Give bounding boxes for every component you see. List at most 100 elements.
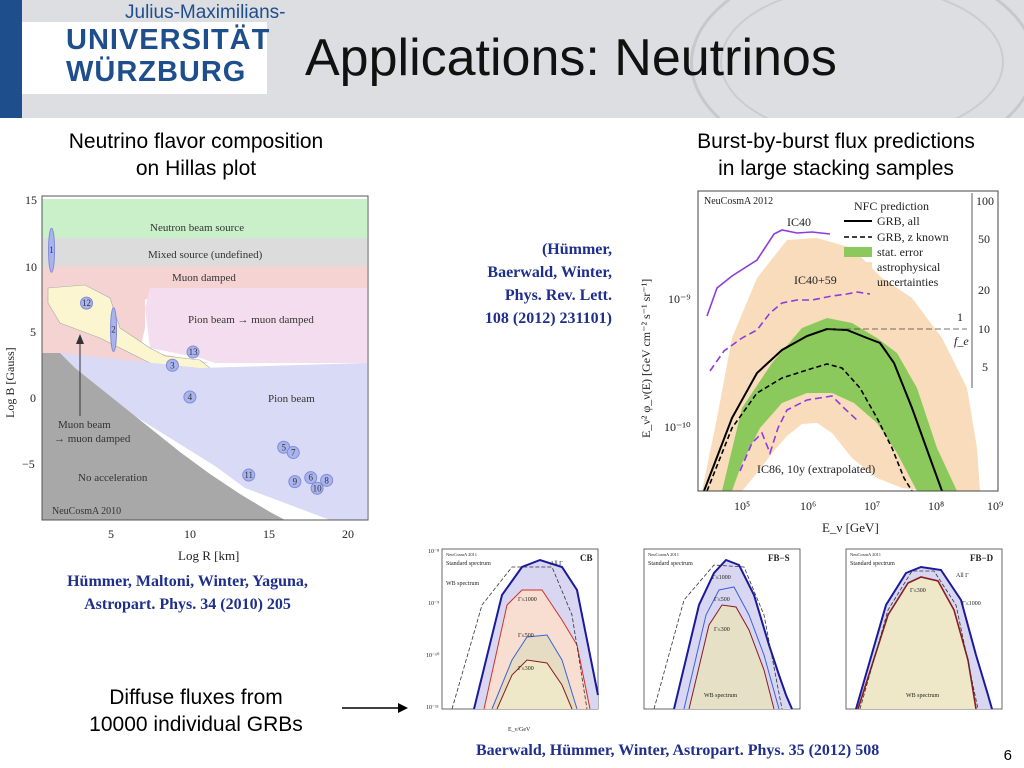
hillas-marker-label-3: 3 bbox=[170, 360, 175, 370]
right-axis-sub: f_e bbox=[954, 334, 969, 348]
panel-cb-l2: Γ≤1000 bbox=[518, 597, 537, 603]
label-muon-beam: Muon beam bbox=[58, 419, 111, 431]
legend-astro-2: uncertainties bbox=[877, 275, 939, 289]
nfc-ytick-10: 10⁻¹⁰ bbox=[664, 420, 691, 434]
left-caption-line-1: Neutrino flavor composition bbox=[68, 130, 324, 153]
hillas-xtick-20: 20 bbox=[342, 527, 354, 541]
hillas-marker-11 bbox=[242, 468, 256, 482]
hillas-region-labels: Neutron beam source Mixed source (undefi… bbox=[52, 222, 315, 517]
nfc-xlabel: E_ν [GeV] bbox=[822, 520, 879, 535]
left-ref-line-1: Hümmer, Maltoni, Winter, Yaguna, bbox=[67, 573, 308, 590]
panel-fbd-all bbox=[855, 565, 993, 710]
hillas-marker-7 bbox=[286, 446, 300, 460]
bottom-caption-line-2: 10000 individual GRBs bbox=[89, 713, 303, 736]
label-neutron: Neutron beam source bbox=[150, 222, 244, 234]
bottom-caption-line-1: Diffuse fluxes from bbox=[109, 686, 283, 709]
panel-fbd-l3: Γ≤1000 bbox=[962, 601, 981, 607]
logo-small-text: Julius-Maximilians- bbox=[125, 2, 286, 23]
hillas-marker-label-2: 2 bbox=[111, 325, 116, 335]
line-grb-all bbox=[703, 327, 943, 492]
hillas-marker-label-9: 9 bbox=[293, 477, 298, 487]
right-reference: (Hümmer, Baerwald, Winter, Phys. Rev. Le… bbox=[430, 238, 612, 330]
right-ref-line-2: Baerwald, Winter, bbox=[487, 264, 612, 281]
label-no-accel: No acceleration bbox=[78, 472, 148, 484]
region-no-accel bbox=[42, 353, 285, 520]
panel-cb-tag: CB bbox=[580, 553, 593, 563]
legend-title: NFC prediction bbox=[854, 199, 929, 213]
panel-cb-std bbox=[451, 566, 588, 710]
logo-line-2: WÜRZBURG bbox=[66, 56, 247, 88]
seal-watermark-inner bbox=[720, 0, 1004, 118]
panel-fbs-all bbox=[673, 558, 793, 710]
panel-cb-ytick-8: 10⁻⁸ bbox=[428, 549, 439, 555]
bottom-reference: Baerwald, Hümmer, Winter, Astropart. Phy… bbox=[476, 742, 880, 759]
hillas-axes: Log B [Gauss] Log R [km] 5 10 15 20 15 1… bbox=[3, 193, 354, 563]
panel-fbs-500 bbox=[683, 586, 780, 710]
hillas-xtick-5: 5 bbox=[108, 527, 114, 541]
hillas-ytick-15: 15 bbox=[25, 193, 37, 207]
muon-beam-arrowhead bbox=[76, 334, 84, 344]
nfc-xtick-5: 10⁵ bbox=[734, 499, 750, 513]
panel-cb-300 bbox=[496, 659, 573, 710]
page-number: 6 bbox=[1003, 747, 1012, 764]
rtick-5: 5 bbox=[982, 360, 988, 374]
hillas-marker-label-10: 10 bbox=[313, 483, 323, 493]
panel-fbd-small: NeuCosmA 2011 bbox=[850, 552, 881, 557]
logo-line-1: UNIVERSITÄT bbox=[66, 24, 271, 56]
panel-cb-all bbox=[473, 558, 599, 710]
hillas-marker-8 bbox=[320, 473, 334, 487]
panel-fbs-tag: FB−S bbox=[768, 553, 790, 563]
hillas-marker-label-6: 6 bbox=[309, 473, 314, 483]
panel-cb-ytick-10: 10⁻¹⁰ bbox=[426, 652, 440, 659]
hillas-ylabel: Log B [Gauss] bbox=[3, 347, 17, 418]
panel-fbs-std-label: Standard spectrum bbox=[648, 561, 693, 567]
panel-fbs-std bbox=[653, 564, 783, 710]
panel-fbd: FB−D NeuCosmA 2011 Standard spectrum All… bbox=[845, 548, 1003, 710]
right-axis-num: 1 bbox=[957, 310, 963, 324]
legend-astro: astrophysical bbox=[877, 260, 941, 274]
panel-cb-500 bbox=[491, 634, 578, 710]
panel-fbd-wb-label: WB spectrum bbox=[906, 693, 939, 699]
rtick-10: 10 bbox=[978, 322, 990, 336]
left-reference: Hümmer, Maltoni, Winter, Yaguna, Astropa… bbox=[10, 570, 365, 616]
hillas-marker-6 bbox=[304, 471, 318, 485]
region-pion-muon bbox=[145, 288, 367, 363]
panel-fbs-wb-label: WB spectrum bbox=[704, 693, 737, 699]
hillas-xtick-10: 10 bbox=[184, 527, 196, 541]
hillas-marker-13 bbox=[186, 345, 200, 359]
panel-cb-std-label: Standard spectrum bbox=[446, 561, 491, 567]
label-pion-muon: Pion beam → muon damped bbox=[188, 314, 314, 326]
hillas-marker-9 bbox=[288, 475, 302, 489]
panel-fbs-l1: Γ≤1000 bbox=[712, 575, 731, 581]
hillas-marker-label-12: 12 bbox=[82, 298, 91, 308]
legend-grb-all: GRB, all bbox=[877, 214, 920, 228]
hillas-marker-1 bbox=[48, 227, 56, 273]
hillas-marker-label-7: 7 bbox=[291, 448, 296, 458]
right-caption: Burst-by-burst flux predictions in large… bbox=[648, 128, 1024, 182]
panel-fbs-300 bbox=[688, 604, 775, 710]
panel-fbd-std bbox=[859, 570, 979, 710]
hillas-marker-label-8: 8 bbox=[324, 475, 329, 485]
rtick-100: 100 bbox=[976, 194, 994, 208]
hillas-marker-label-13: 13 bbox=[189, 347, 199, 357]
left-ref-line-2: Astropart. Phys. 34 (2010) 205 bbox=[84, 596, 291, 613]
hillas-marker-label-4: 4 bbox=[188, 392, 193, 402]
panel-fbd-tag: FB−D bbox=[970, 553, 994, 563]
nfc-plot: NeuCosmA 2012 IC40 IC40+59 IC86, 10y (ex… bbox=[639, 190, 1003, 535]
label-ic4059: IC40+59 bbox=[794, 273, 837, 287]
nfc-xtick-6: 10⁶ bbox=[800, 499, 816, 513]
panel-cb-wb-label: WB spectrum bbox=[446, 581, 479, 587]
right-ref-line-3: Phys. Rev. Lett. bbox=[504, 287, 612, 304]
right-caption-line-1: Burst-by-burst flux predictions bbox=[697, 130, 975, 153]
label-mixed: Mixed source (undefined) bbox=[148, 249, 263, 261]
nfc-ytick-9: 10⁻⁹ bbox=[668, 292, 691, 306]
hillas-marker-12 bbox=[80, 296, 94, 310]
label-muon-damped: Muon damped bbox=[172, 272, 236, 284]
legend-grb-z: GRB, z known bbox=[877, 230, 949, 244]
rtick-50: 50 bbox=[978, 232, 990, 246]
panel-fbd-fill-2 bbox=[858, 577, 976, 709]
nfc-xtick-8: 10⁸ bbox=[928, 499, 944, 513]
panel-cb-l4: Γ≤300 bbox=[518, 666, 534, 672]
logo-box: UNIVERSITÄT WÜRZBURG bbox=[22, 22, 271, 94]
hillas-ytick-m5: −5 bbox=[22, 457, 35, 471]
